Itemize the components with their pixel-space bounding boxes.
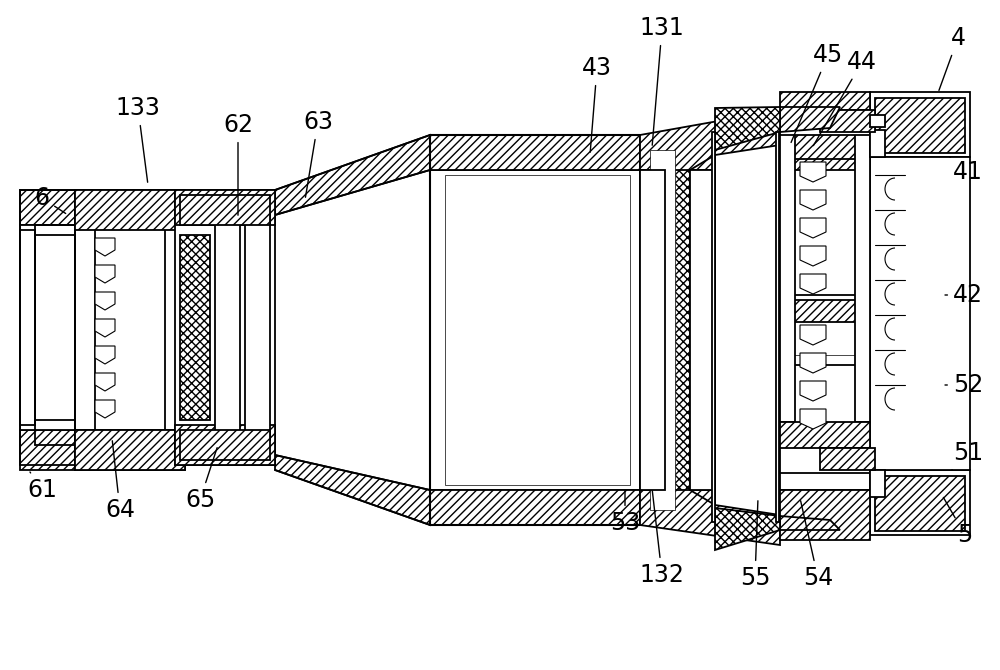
Bar: [690, 170, 715, 490]
Text: 6: 6: [35, 186, 66, 214]
Bar: [175, 425, 275, 465]
Bar: [180, 195, 270, 225]
Bar: [20, 190, 75, 225]
Polygon shape: [800, 190, 826, 210]
Bar: [780, 132, 870, 159]
Bar: [640, 135, 870, 170]
Polygon shape: [800, 274, 826, 294]
Bar: [245, 215, 270, 440]
Text: 4: 4: [939, 26, 966, 90]
Text: 51: 51: [952, 441, 983, 470]
Bar: [215, 215, 240, 440]
Bar: [870, 470, 970, 535]
Text: 52: 52: [945, 373, 983, 397]
Polygon shape: [800, 381, 826, 401]
Polygon shape: [640, 490, 780, 545]
Bar: [870, 157, 970, 470]
Polygon shape: [275, 455, 430, 525]
Bar: [780, 490, 870, 540]
Polygon shape: [640, 110, 780, 170]
Bar: [640, 305, 870, 355]
Polygon shape: [800, 325, 826, 345]
Polygon shape: [800, 218, 826, 238]
Text: 45: 45: [791, 43, 843, 143]
Bar: [75, 430, 185, 470]
Text: 42: 42: [945, 283, 983, 307]
Text: 43: 43: [582, 56, 612, 152]
Bar: [870, 92, 970, 157]
Bar: [875, 476, 965, 531]
Polygon shape: [95, 238, 115, 256]
Bar: [430, 135, 640, 170]
Bar: [175, 190, 275, 225]
Polygon shape: [275, 135, 430, 215]
Bar: [665, 135, 690, 525]
Bar: [75, 190, 185, 225]
Text: 63: 63: [303, 110, 333, 197]
Bar: [430, 490, 640, 525]
Bar: [20, 430, 75, 470]
Bar: [640, 135, 665, 525]
Polygon shape: [95, 400, 115, 418]
Bar: [75, 190, 185, 230]
Bar: [75, 430, 185, 470]
Bar: [780, 422, 870, 449]
Polygon shape: [780, 107, 840, 132]
Bar: [640, 295, 870, 365]
Bar: [180, 235, 210, 420]
Bar: [820, 448, 875, 470]
Text: 53: 53: [610, 491, 640, 535]
Bar: [855, 132, 870, 422]
Text: 133: 133: [116, 96, 160, 182]
Bar: [35, 235, 75, 420]
Bar: [75, 225, 95, 430]
Text: 5: 5: [943, 497, 973, 547]
Bar: [180, 430, 270, 460]
Text: 44: 44: [813, 50, 877, 145]
Bar: [776, 132, 779, 522]
Bar: [20, 225, 75, 430]
Bar: [870, 470, 885, 497]
Text: 64: 64: [105, 441, 135, 522]
Bar: [650, 150, 675, 510]
Text: 54: 54: [801, 500, 833, 590]
Bar: [430, 170, 640, 490]
Text: 62: 62: [223, 113, 253, 215]
Bar: [780, 132, 795, 422]
Polygon shape: [95, 292, 115, 310]
Text: 132: 132: [640, 490, 684, 587]
Text: 61: 61: [27, 472, 57, 502]
Polygon shape: [715, 508, 780, 550]
Bar: [780, 300, 870, 322]
Bar: [175, 190, 275, 465]
Text: 65: 65: [185, 448, 217, 512]
Polygon shape: [95, 346, 115, 364]
Bar: [780, 110, 870, 135]
Text: 55: 55: [740, 500, 770, 590]
Bar: [780, 92, 870, 142]
Bar: [640, 490, 870, 525]
Text: 41: 41: [950, 157, 983, 184]
Polygon shape: [95, 319, 115, 337]
Bar: [820, 110, 875, 132]
Bar: [715, 132, 780, 527]
Polygon shape: [95, 373, 115, 391]
Polygon shape: [715, 107, 780, 150]
Bar: [712, 132, 715, 522]
Polygon shape: [95, 265, 115, 283]
Bar: [20, 230, 35, 425]
Polygon shape: [800, 409, 826, 429]
Bar: [165, 225, 185, 430]
Polygon shape: [800, 162, 826, 182]
Bar: [780, 448, 870, 473]
Text: 131: 131: [640, 16, 684, 145]
Polygon shape: [800, 246, 826, 266]
Polygon shape: [780, 516, 840, 530]
Bar: [445, 175, 630, 485]
Bar: [870, 115, 885, 127]
Bar: [640, 170, 665, 490]
Polygon shape: [800, 353, 826, 373]
Bar: [870, 130, 885, 157]
Bar: [875, 98, 965, 153]
